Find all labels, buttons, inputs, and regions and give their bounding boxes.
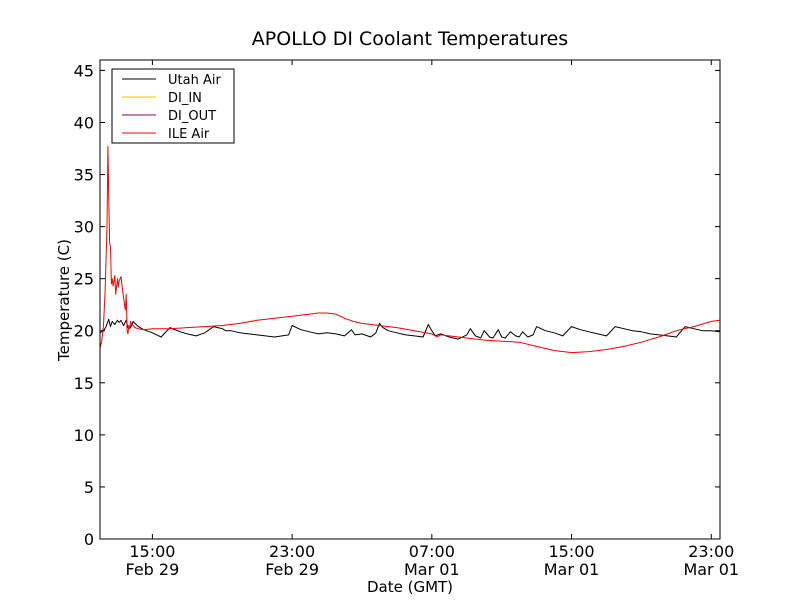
y-tick-label: 25 bbox=[74, 270, 94, 289]
y-tick-label: 10 bbox=[74, 426, 94, 445]
y-tick-label: 45 bbox=[74, 61, 94, 80]
x-tick-date-label: Mar 01 bbox=[683, 560, 739, 579]
legend-label-utah-air: Utah Air bbox=[168, 73, 221, 88]
x-tick-time-label: 15:00 bbox=[129, 542, 175, 561]
legend-box bbox=[111, 68, 235, 144]
series-line-ile-air bbox=[99, 145, 721, 354]
x-tick-time-label: 07:00 bbox=[409, 542, 455, 561]
y-tick-label: 20 bbox=[74, 322, 94, 341]
x-tick-date-label: Mar 01 bbox=[404, 560, 460, 579]
y-tick-label: 15 bbox=[74, 374, 94, 393]
legend-label-di-in: DI_IN bbox=[168, 91, 202, 106]
legend-label-ile-air: ILE Air bbox=[168, 127, 210, 142]
y-tick-label: 0 bbox=[84, 530, 94, 549]
x-tick-date-label: Mar 01 bbox=[544, 560, 600, 579]
chart-title: APOLLO DI Coolant Temperatures bbox=[252, 28, 568, 50]
plot-frame bbox=[99, 59, 721, 540]
legend: Utah Air DI_IN DI_OUT ILE Air bbox=[111, 68, 235, 144]
y-tick-label: 30 bbox=[74, 218, 94, 237]
plot-layer bbox=[99, 145, 721, 354]
x-tick-date-label: Feb 29 bbox=[265, 560, 319, 579]
legend-label-di-out: DI_OUT bbox=[168, 109, 216, 124]
y-tick-label: 5 bbox=[84, 478, 94, 497]
x-tick-time-label: 15:00 bbox=[548, 542, 594, 561]
series-line-utah-air bbox=[99, 318, 721, 340]
x-axis-label: Date (GMT) bbox=[367, 578, 453, 596]
x-tick-date-label: Feb 29 bbox=[126, 560, 180, 579]
y-axis-label: Temperature (C) bbox=[55, 239, 73, 362]
x-tick-time-label: 23:00 bbox=[688, 542, 734, 561]
y-tick-label: 35 bbox=[74, 166, 94, 185]
x-tick-time-label: 23:00 bbox=[269, 542, 315, 561]
y-tick-label: 40 bbox=[74, 113, 94, 132]
